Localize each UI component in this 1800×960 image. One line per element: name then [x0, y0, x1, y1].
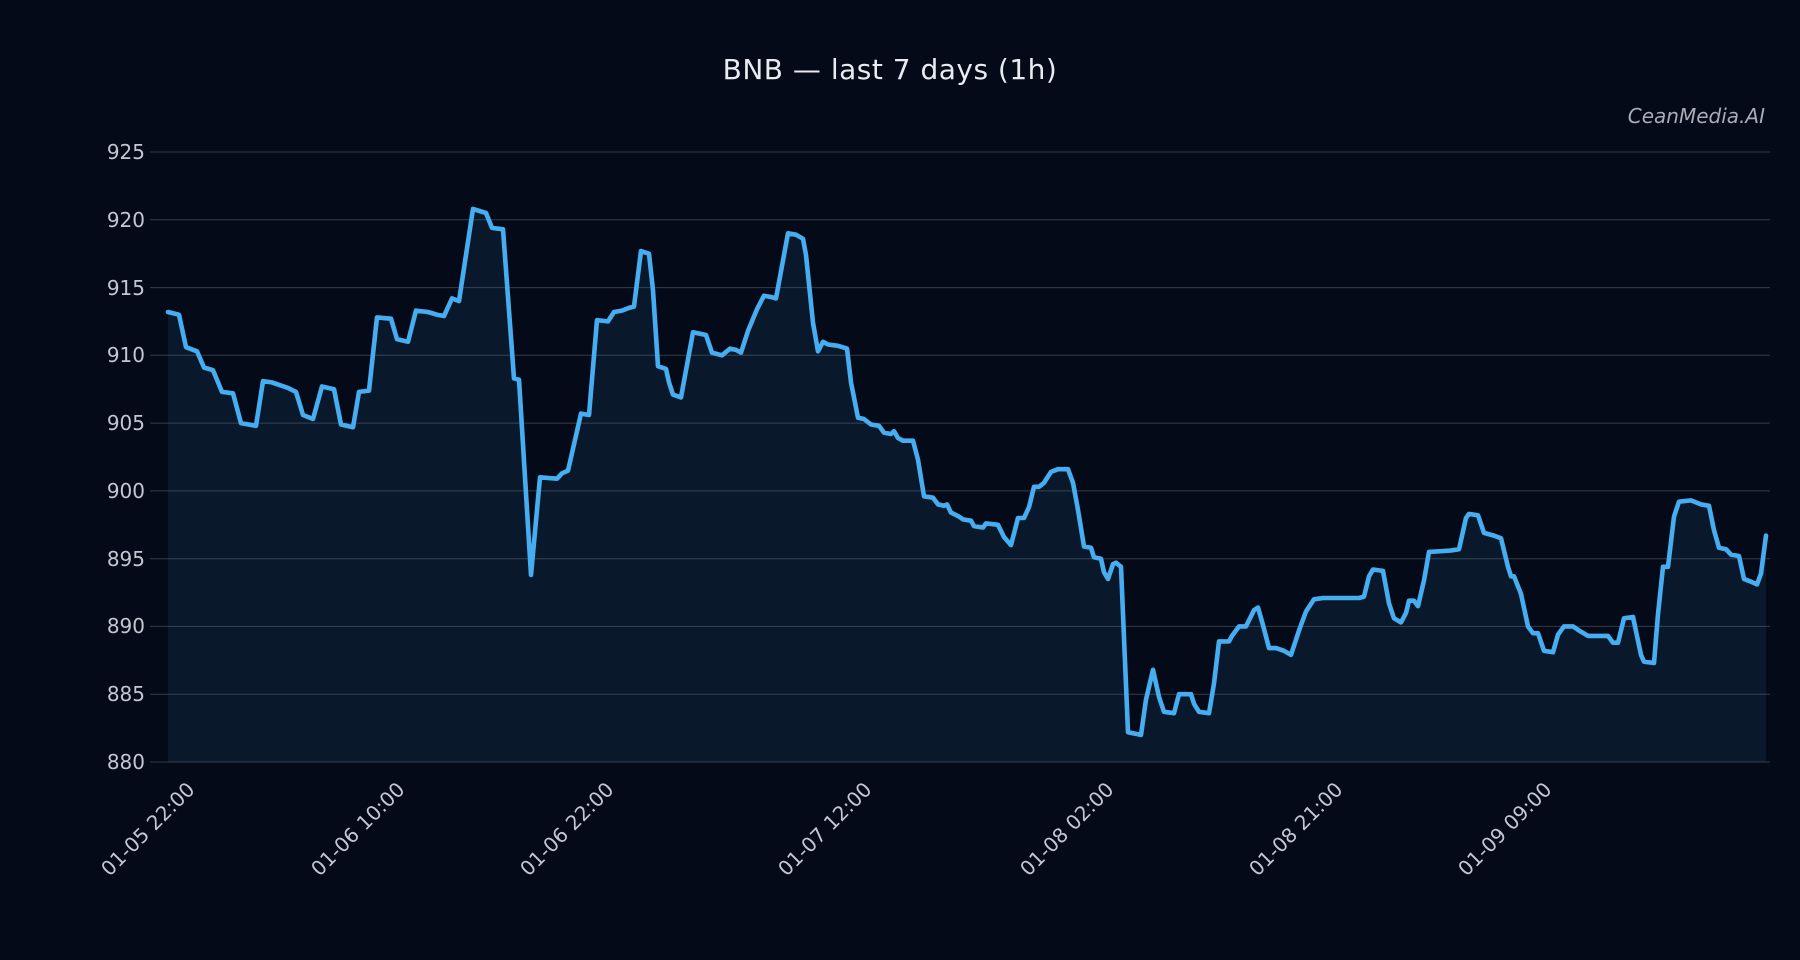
y-tick-label: 880 [106, 750, 145, 774]
y-tick-label: 905 [106, 411, 145, 436]
chart-title: BNB — last 7 days (1h) [722, 53, 1058, 86]
y-tick-label: 925 [106, 140, 145, 164]
y-tick-label: 910 [106, 343, 145, 368]
price-area [168, 208, 1766, 762]
y-tick-label: 885 [106, 682, 145, 707]
y-tick-label: 900 [106, 478, 145, 503]
watermark: CeanMedia.AI [1627, 104, 1765, 128]
y-tick-label: 895 [106, 546, 145, 571]
y-tick-label: 915 [106, 275, 145, 300]
y-tick-label: 920 [106, 207, 145, 232]
price-line [165, 206, 1769, 738]
y-tick-label: 890 [106, 614, 145, 639]
